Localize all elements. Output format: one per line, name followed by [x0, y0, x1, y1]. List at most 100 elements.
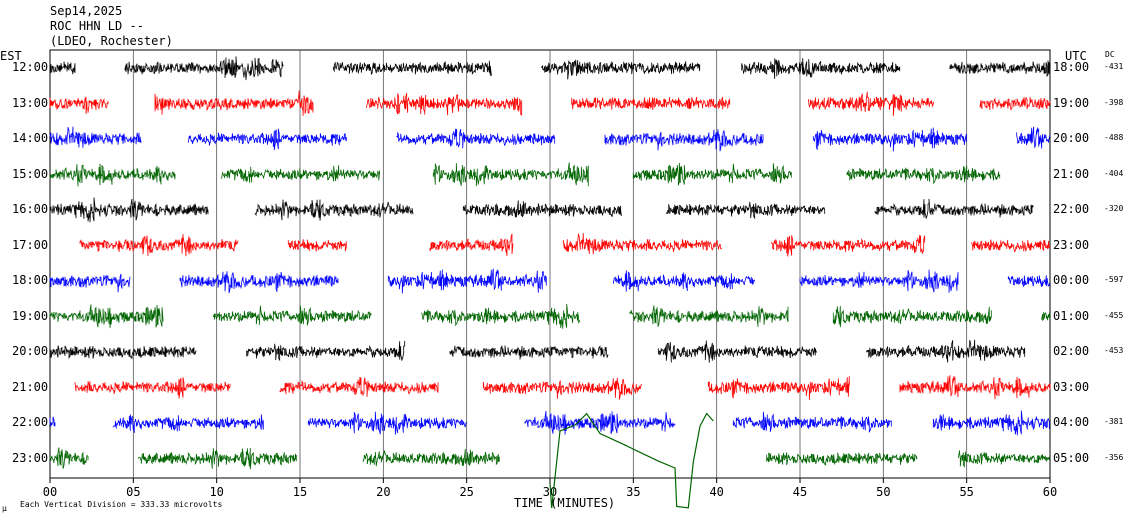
trace-segment — [287, 239, 347, 252]
trace-segment — [112, 414, 264, 433]
trace-segment — [899, 375, 1051, 400]
scale-note: Each Vertical Division = 333.33 microvol… — [20, 500, 223, 509]
est-hour-label: 17:00 — [12, 237, 49, 252]
trace-segment — [949, 60, 1051, 78]
est-hour-label: 20:00 — [12, 344, 49, 358]
dc-header-label: DC — [1105, 50, 1115, 59]
utc-hour-label: 04:00 — [1053, 415, 1090, 429]
trace-segment — [482, 377, 642, 400]
trace-segment — [49, 163, 176, 187]
trace-segment — [124, 56, 284, 81]
trace-segment — [1007, 275, 1050, 288]
dc-offset-label: -455 — [1104, 310, 1124, 320]
trace-segment — [612, 270, 755, 292]
trace-segment — [462, 200, 622, 218]
est-zone-label: EST — [0, 49, 22, 63]
microvolt-mark: µ — [2, 504, 7, 513]
trace-segment — [666, 201, 826, 220]
x-tick-label: 05 — [126, 485, 140, 499]
date-label: Sep14,2025 — [50, 4, 123, 18]
utc-hour-label: 19:00 — [1053, 95, 1090, 110]
trace-segment — [137, 447, 297, 470]
trace-segment — [332, 60, 492, 76]
trace-segment — [812, 127, 967, 152]
trace-segment — [307, 411, 467, 435]
trace-segment — [732, 411, 892, 433]
trace-segment — [362, 448, 500, 467]
trace-segment — [49, 61, 76, 75]
trace-segment — [832, 305, 992, 328]
x-tick-label: 60 — [1043, 485, 1057, 499]
slow-excursion-trace — [549, 412, 714, 509]
est-hour-label: 16:00 — [12, 202, 49, 216]
trace-segment — [979, 97, 1051, 111]
utc-hour-label: 21:00 — [1053, 166, 1090, 181]
trace-segment — [707, 376, 850, 401]
utc-hour-label: 01:00 — [1053, 308, 1090, 323]
est-hour-label: 18:00 — [12, 273, 49, 287]
trace-segment — [221, 165, 381, 183]
trace-segment — [629, 305, 789, 327]
utc-hour-label: 18:00 — [1053, 60, 1090, 74]
trace-segment — [279, 377, 439, 397]
trace-segment — [807, 91, 934, 117]
x-tick-label: 00 — [43, 485, 57, 499]
trace-segment — [604, 129, 764, 152]
trace-segment — [49, 273, 131, 293]
dc-offset-label: -488 — [1104, 133, 1124, 142]
network-label: (LDEO, Rochester) — [50, 34, 173, 48]
trace-segment — [632, 162, 792, 186]
trace-segment — [657, 340, 817, 363]
x-tick-label: 45 — [793, 485, 807, 499]
trace-segment — [49, 345, 197, 359]
trace-segment — [246, 340, 406, 362]
utc-hour-label: 23:00 — [1053, 237, 1090, 252]
trace-segment — [971, 239, 1051, 253]
trace-segment — [766, 452, 918, 466]
est-hour-label: 15:00 — [12, 166, 49, 181]
trace-segment — [396, 128, 556, 149]
trace-segment — [571, 96, 731, 111]
dc-offset-label: -381 — [1104, 417, 1124, 426]
dc-offset-label: -398 — [1104, 97, 1124, 107]
utc-hour-label: 22:00 — [1053, 202, 1090, 216]
est-hour-label: 14:00 — [12, 131, 49, 145]
utc-hour-label: 00:00 — [1053, 273, 1090, 287]
trace-segment — [49, 304, 164, 329]
trace-segment — [541, 59, 701, 80]
utc-hour-label: 20:00 — [1053, 131, 1090, 145]
est-hour-label: 12:00 — [12, 60, 49, 74]
trace-segment — [387, 268, 547, 294]
utc-hour-label: 03:00 — [1053, 379, 1090, 394]
x-tick-label: 35 — [626, 485, 640, 499]
trace-segment — [74, 377, 231, 399]
trace-segment — [741, 58, 901, 79]
est-hour-label: 22:00 — [12, 415, 49, 429]
x-tick-label: 10 — [209, 485, 223, 499]
x-tick-label: 40 — [709, 485, 723, 499]
trace-segment — [449, 345, 609, 360]
dc-offset-label: -320 — [1104, 204, 1124, 213]
trace-segment — [932, 410, 1050, 436]
x-tick-label: 20 — [376, 485, 390, 499]
dc-offset-label: -453 — [1104, 346, 1124, 355]
trace-segment — [771, 235, 926, 257]
trace-segment — [799, 269, 959, 293]
trace-segment — [49, 96, 109, 114]
est-hour-label: 21:00 — [12, 379, 49, 394]
x-tick-label: 55 — [959, 485, 973, 499]
trace-segment — [79, 233, 239, 257]
x-tick-label: 25 — [459, 485, 473, 499]
utc-hour-label: 05:00 — [1053, 450, 1090, 465]
dc-offset-label: -597 — [1104, 275, 1124, 284]
est-hour-label: 19:00 — [12, 308, 49, 323]
trace-segment — [421, 303, 581, 329]
trace-segment — [562, 233, 722, 255]
trace-segment — [154, 90, 314, 116]
trace-segment — [957, 450, 1050, 468]
dc-offset-label: -431 — [1104, 62, 1124, 71]
trace-segment — [1041, 311, 1051, 322]
trace-segment — [49, 447, 89, 469]
trace-segment — [187, 128, 347, 151]
utc-zone-label: UTC — [1065, 49, 1087, 63]
